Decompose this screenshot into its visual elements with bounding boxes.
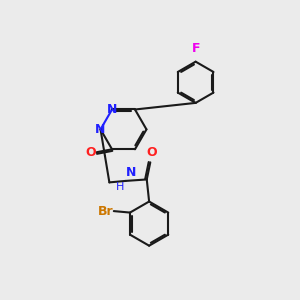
Text: Br: Br: [98, 205, 113, 218]
Text: H: H: [116, 182, 124, 192]
Text: F: F: [191, 42, 200, 55]
Text: N: N: [126, 166, 136, 178]
Text: O: O: [146, 146, 157, 159]
Text: O: O: [85, 146, 96, 159]
Text: N: N: [94, 123, 105, 136]
Text: N: N: [107, 103, 117, 116]
